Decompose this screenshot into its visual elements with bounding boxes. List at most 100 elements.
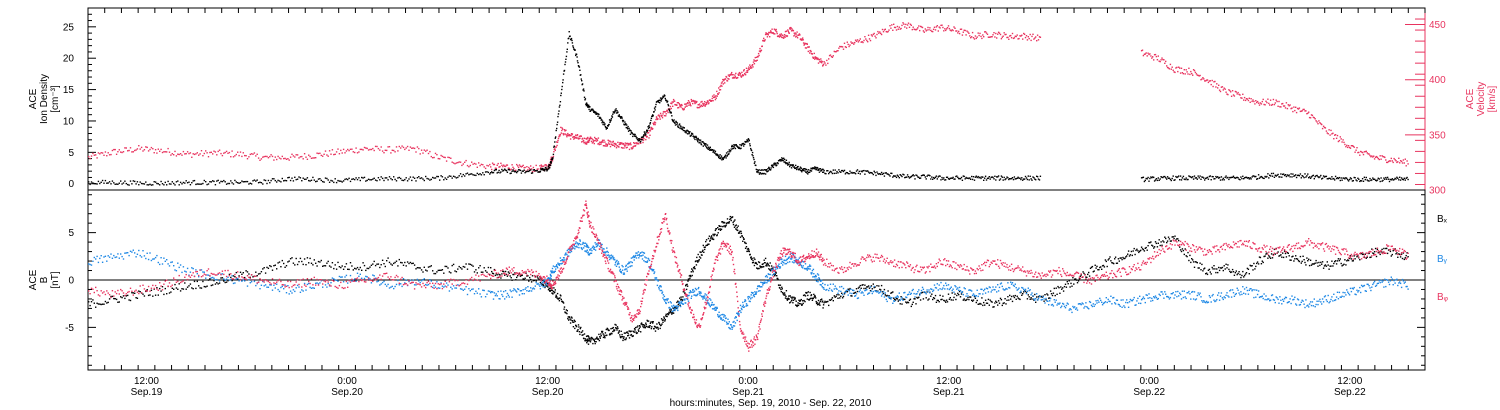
data-point xyxy=(296,263,299,266)
data-point xyxy=(121,255,123,258)
data-point xyxy=(111,180,114,182)
data-point xyxy=(755,168,757,171)
data-point xyxy=(561,88,563,91)
data-point xyxy=(1386,176,1389,179)
data-point xyxy=(770,270,772,272)
data-point xyxy=(1223,265,1225,267)
data-point xyxy=(299,291,302,293)
data-point xyxy=(136,181,139,183)
data-point xyxy=(649,322,652,324)
data-point xyxy=(790,300,793,302)
data-point xyxy=(622,120,624,123)
data-point xyxy=(1400,253,1403,255)
data-point xyxy=(840,295,842,297)
data-point xyxy=(609,121,611,123)
data-point xyxy=(652,114,654,116)
data-point xyxy=(765,169,768,171)
data-point xyxy=(1024,290,1027,293)
data-point xyxy=(1027,294,1029,296)
data-point xyxy=(257,273,260,275)
data-point xyxy=(942,26,944,29)
data-point xyxy=(1226,177,1228,179)
data-point xyxy=(834,169,836,171)
data-point xyxy=(660,324,662,326)
data-point xyxy=(90,181,93,183)
data-point xyxy=(284,266,286,268)
data-point xyxy=(1372,252,1374,254)
data-point xyxy=(736,226,738,229)
data-point xyxy=(884,294,886,296)
data-point xyxy=(703,246,705,248)
data-point xyxy=(1088,271,1090,274)
data-point xyxy=(749,145,751,147)
data-point xyxy=(589,337,591,339)
data-point xyxy=(1049,290,1052,292)
data-point xyxy=(344,178,346,181)
data-point xyxy=(1112,262,1114,264)
data-point xyxy=(662,95,664,97)
data-point xyxy=(496,274,498,276)
data-point xyxy=(1325,265,1328,267)
data-point xyxy=(1238,93,1240,96)
data-point xyxy=(708,148,710,151)
data-point xyxy=(680,106,682,108)
data-point xyxy=(555,146,557,148)
data-point xyxy=(1101,265,1104,267)
data-point xyxy=(512,169,514,171)
data-point xyxy=(1103,266,1106,268)
data-point xyxy=(323,181,325,183)
data-point xyxy=(590,336,593,339)
data-point xyxy=(825,301,827,303)
data-point xyxy=(462,265,464,268)
data-point xyxy=(659,116,661,118)
data-point xyxy=(1238,271,1240,273)
data-point xyxy=(933,297,936,300)
data-point xyxy=(557,139,559,142)
data-point xyxy=(604,123,606,125)
data-point xyxy=(705,143,707,145)
data-point xyxy=(598,333,600,336)
data-point xyxy=(1032,33,1034,35)
data-point xyxy=(1220,267,1223,269)
data-point xyxy=(99,257,101,260)
data-point xyxy=(799,168,801,170)
data-point xyxy=(819,304,821,306)
data-point xyxy=(589,341,592,343)
data-point xyxy=(818,303,820,306)
data-point xyxy=(955,30,957,32)
data-point xyxy=(848,289,850,291)
data-point xyxy=(271,269,274,271)
data-point xyxy=(816,301,818,304)
data-point xyxy=(1194,177,1197,179)
data-point xyxy=(846,41,848,43)
data-point xyxy=(679,125,682,127)
data-point xyxy=(666,110,668,112)
data-point xyxy=(885,172,887,174)
data-point xyxy=(186,286,189,288)
data-point xyxy=(483,166,485,168)
data-point xyxy=(694,100,697,102)
data-point xyxy=(965,176,967,179)
data-point xyxy=(478,173,480,176)
data-point xyxy=(349,180,352,183)
data-point xyxy=(454,270,456,272)
data-point xyxy=(1407,256,1409,258)
data-point xyxy=(405,265,407,267)
data-point xyxy=(789,295,791,297)
data-point xyxy=(806,292,808,294)
data-point xyxy=(757,169,760,172)
data-point xyxy=(1366,152,1368,154)
data-point xyxy=(146,146,148,149)
data-point xyxy=(953,296,955,299)
data-point xyxy=(504,165,507,168)
data-point xyxy=(1151,244,1153,246)
data-point xyxy=(823,169,825,172)
data-point xyxy=(218,182,221,184)
data-point xyxy=(873,32,875,35)
data-point xyxy=(610,117,613,120)
data-point xyxy=(1201,78,1203,80)
data-point xyxy=(676,301,678,304)
data-point xyxy=(596,336,598,338)
data-point xyxy=(765,169,767,172)
data-point xyxy=(1014,178,1016,180)
